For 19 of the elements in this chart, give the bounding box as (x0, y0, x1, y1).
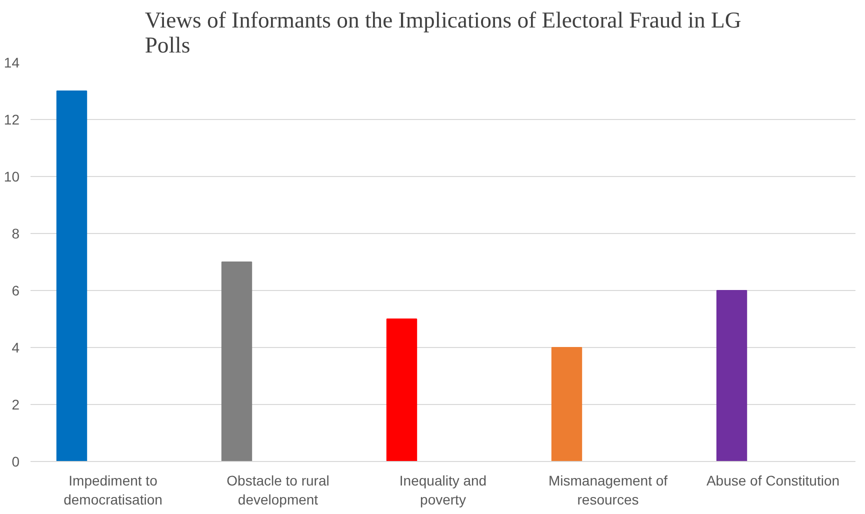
chart-title: Views of Informants on the Implications of Electoral Fraud in LG Polls (144, 8, 742, 58)
bar (551, 347, 582, 462)
y-tick-label: 0 (12, 454, 20, 470)
x-tick-label: Impediment to democratisation (64, 472, 162, 508)
y-tick-label: 2 (12, 396, 20, 412)
y-tick-label: 12 (4, 112, 20, 128)
x-tick-label: Mismanagement of resources (548, 472, 668, 508)
x-tick-label: Obstacle to rural development (226, 472, 330, 508)
y-tick-label: 10 (4, 168, 20, 184)
x-tick-label: Inequality and poverty (399, 472, 487, 508)
bar (386, 318, 418, 462)
bar (56, 90, 88, 462)
y-tick-label: 4 (12, 340, 20, 356)
bar (716, 290, 748, 462)
y-tick-label: 6 (12, 282, 20, 298)
bar (221, 262, 252, 462)
y-tick-label: 8 (12, 226, 20, 242)
x-tick-label: Abuse of Constitution (706, 472, 840, 488)
y-tick-label: 14 (4, 54, 20, 70)
